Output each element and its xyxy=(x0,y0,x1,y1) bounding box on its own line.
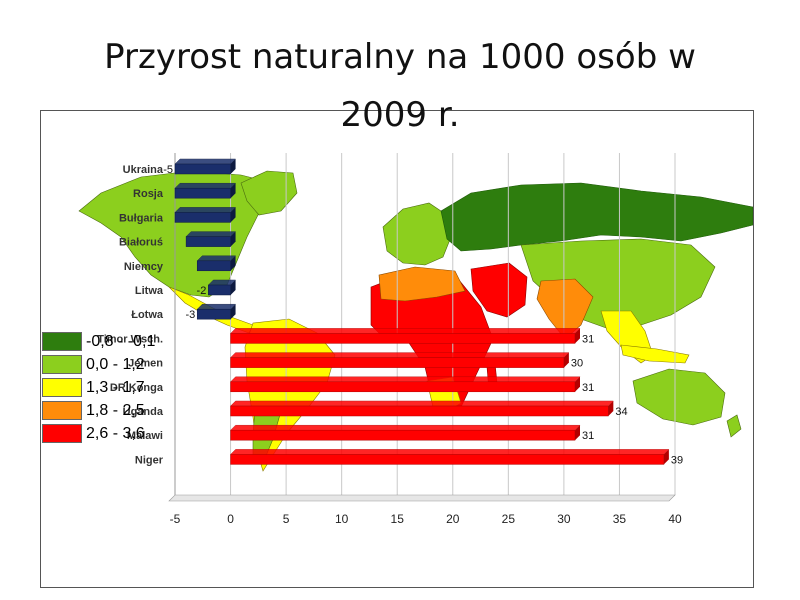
bar-top xyxy=(229,400,614,407)
map-australia xyxy=(632,368,726,426)
bar xyxy=(174,212,231,223)
map-indonesia xyxy=(620,344,690,364)
x-tick-label: 0 xyxy=(227,512,234,526)
bar-side xyxy=(230,183,236,199)
bar xyxy=(230,333,576,344)
legend-item: 2,6 - 3,6 xyxy=(42,424,155,443)
legend-swatch xyxy=(42,401,82,420)
bar xyxy=(230,381,576,393)
bar-side xyxy=(575,425,580,441)
bar-side xyxy=(608,401,614,416)
chart-frame: -5 0 5 10 15 20 25 30 35 40 Ukraina -5 Rosja Bułgaria… xyxy=(40,110,754,588)
bar-top xyxy=(229,328,581,334)
category-label: Litwa xyxy=(135,285,164,297)
bars-layer xyxy=(174,158,670,465)
data-label: -2 xyxy=(197,285,207,297)
data-label: 39 xyxy=(671,454,683,466)
legend-item: 1,8 - 2,5 xyxy=(42,401,155,420)
bar-top xyxy=(174,182,237,189)
data-label: -5 xyxy=(163,164,173,176)
legend-label: -0,8 - -0,1 xyxy=(86,332,156,350)
bar-side xyxy=(563,352,569,368)
x-tick-label: 10 xyxy=(335,512,349,526)
category-label: Timor Wsch. xyxy=(97,333,163,345)
bar xyxy=(208,284,231,296)
map-greenland xyxy=(240,170,298,216)
x-tick-label: 20 xyxy=(446,512,460,526)
legend-label: 2,6 - 3,6 xyxy=(86,424,145,442)
bar-side xyxy=(230,280,236,295)
map-new-zealand xyxy=(726,414,742,438)
x-tick-label: -5 xyxy=(170,512,181,526)
map-middle-east xyxy=(470,262,528,318)
x-tick-label: 15 xyxy=(391,512,405,526)
bar xyxy=(230,357,565,368)
data-label: 34 xyxy=(615,406,627,418)
bar-top xyxy=(196,303,237,310)
data-label: -3 xyxy=(185,309,195,321)
legend-item: 1,3 - 1,7 xyxy=(42,378,155,397)
bar-side xyxy=(230,207,236,223)
bar xyxy=(174,163,231,175)
legend-label: 1,8 - 2,5 xyxy=(86,401,145,419)
legend: -0,8 - -0,1 0,0 - 1,2 1,3 - 1,7 1,8 - 2,… xyxy=(42,332,155,447)
bar-top xyxy=(185,231,237,237)
data-label: 31 xyxy=(582,430,594,442)
category-label: Niger xyxy=(135,454,164,466)
grid-layer xyxy=(168,153,676,502)
x-tick-label: 30 xyxy=(557,512,571,526)
chart-floor xyxy=(168,494,676,502)
category-label: Łotwa xyxy=(131,309,164,321)
legend-label: 0,0 - 1,2 xyxy=(86,355,145,373)
bar xyxy=(230,454,665,465)
legend-label: 1,3 - 1,7 xyxy=(86,378,145,396)
bar-side xyxy=(575,376,580,392)
bar-top xyxy=(196,255,237,262)
legend-item: 0,0 - 1,2 xyxy=(42,355,155,374)
data-label: 31 xyxy=(582,333,594,345)
legend-swatch xyxy=(42,355,82,374)
category-label: Jemen xyxy=(128,358,163,370)
bar-side xyxy=(663,449,669,465)
bar xyxy=(196,260,231,272)
legend-swatch xyxy=(42,378,82,397)
x-tick-label: 5 xyxy=(283,512,290,526)
category-label: Uganda xyxy=(123,406,164,418)
bar-top xyxy=(229,449,670,455)
category-label: Niemcy xyxy=(124,261,164,273)
legend-swatch xyxy=(42,332,82,351)
category-label: DR Konga xyxy=(110,382,164,394)
bar-top xyxy=(229,376,581,383)
bar xyxy=(196,308,231,320)
slide-title: Przyrost naturalny na 1000 osób w 2009 r… xyxy=(104,37,696,135)
bar-side xyxy=(575,328,580,344)
legend-swatch xyxy=(42,424,82,443)
bar-top xyxy=(174,158,237,165)
category-label: Bułgaria xyxy=(119,212,164,224)
bar-top xyxy=(229,352,570,358)
data-label: 30 xyxy=(571,358,583,370)
data-label: 31 xyxy=(582,382,594,394)
category-label: Rosja xyxy=(133,188,164,200)
category-label: Malawi xyxy=(127,430,163,442)
bar-side xyxy=(230,304,236,320)
category-label: Białoruś xyxy=(119,237,163,249)
bar-side xyxy=(230,159,236,174)
bar xyxy=(230,429,576,441)
bar xyxy=(230,405,609,417)
legend-item: -0,8 - -0,1 xyxy=(42,332,155,351)
category-label: Ukraina xyxy=(123,164,164,176)
x-tick-label: 40 xyxy=(668,512,682,526)
bar-top xyxy=(229,424,581,431)
bar xyxy=(185,236,231,247)
bar-top xyxy=(174,207,237,213)
map-north-africa xyxy=(378,266,466,302)
map-europe xyxy=(382,202,452,266)
x-tick-label: 25 xyxy=(502,512,516,526)
bar xyxy=(174,187,231,199)
bar-side xyxy=(230,231,236,247)
x-tick-label: 35 xyxy=(613,512,627,526)
